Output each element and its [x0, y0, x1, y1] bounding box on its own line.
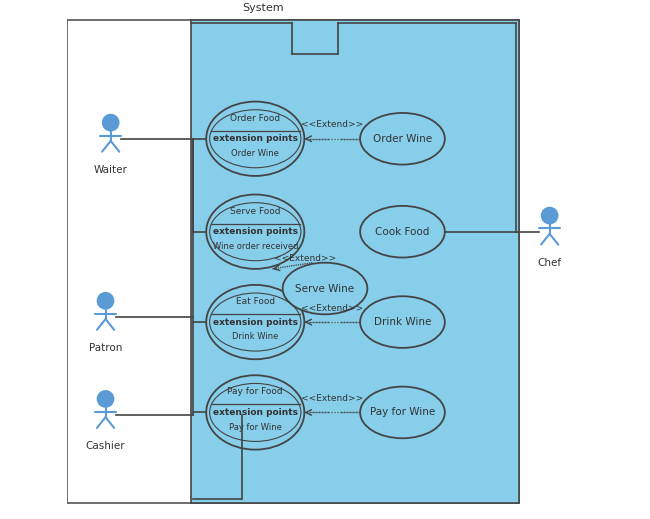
- Text: Drink Wine: Drink Wine: [232, 333, 278, 342]
- Ellipse shape: [206, 102, 304, 176]
- Ellipse shape: [360, 113, 445, 165]
- Ellipse shape: [206, 285, 304, 359]
- Text: Serve Wine: Serve Wine: [296, 283, 354, 294]
- Text: <<Extend>>: <<Extend>>: [301, 120, 363, 129]
- Ellipse shape: [360, 206, 445, 257]
- Text: extension points: extension points: [213, 134, 298, 143]
- Circle shape: [102, 114, 120, 131]
- Text: Order Food: Order Food: [230, 114, 280, 123]
- Text: Eat Food: Eat Food: [236, 297, 275, 306]
- Ellipse shape: [206, 375, 304, 449]
- Bar: [190, 20, 519, 503]
- Text: Pay for Food: Pay for Food: [227, 388, 283, 397]
- Text: Order Wine: Order Wine: [373, 134, 432, 144]
- Circle shape: [97, 292, 114, 310]
- Text: <<Extend>>: <<Extend>>: [274, 254, 337, 263]
- Text: Wine order received: Wine order received: [213, 242, 298, 251]
- Text: Patron: Patron: [89, 343, 122, 353]
- Text: extension points: extension points: [213, 318, 298, 326]
- Ellipse shape: [283, 263, 367, 315]
- Text: Waiter: Waiter: [94, 165, 127, 174]
- Text: Chef: Chef: [538, 257, 562, 267]
- Text: Cook Food: Cook Food: [375, 227, 430, 237]
- Ellipse shape: [206, 195, 304, 269]
- Ellipse shape: [360, 296, 445, 348]
- Text: extension points: extension points: [213, 227, 298, 236]
- Text: Cashier: Cashier: [86, 441, 125, 451]
- Ellipse shape: [360, 387, 445, 438]
- Text: <<Extend>>: <<Extend>>: [301, 304, 363, 313]
- Text: <<Extend>>: <<Extend>>: [301, 394, 363, 403]
- Text: Pay for Wine: Pay for Wine: [370, 407, 435, 417]
- Circle shape: [541, 207, 558, 224]
- Text: Serve Food: Serve Food: [230, 207, 281, 216]
- Text: Pay for Wine: Pay for Wine: [229, 423, 281, 432]
- Text: System: System: [242, 3, 284, 13]
- Text: Drink Wine: Drink Wine: [374, 317, 431, 327]
- Circle shape: [97, 390, 114, 408]
- Text: Order Wine: Order Wine: [231, 149, 280, 158]
- Text: extension points: extension points: [213, 408, 298, 417]
- Bar: [67, 20, 519, 503]
